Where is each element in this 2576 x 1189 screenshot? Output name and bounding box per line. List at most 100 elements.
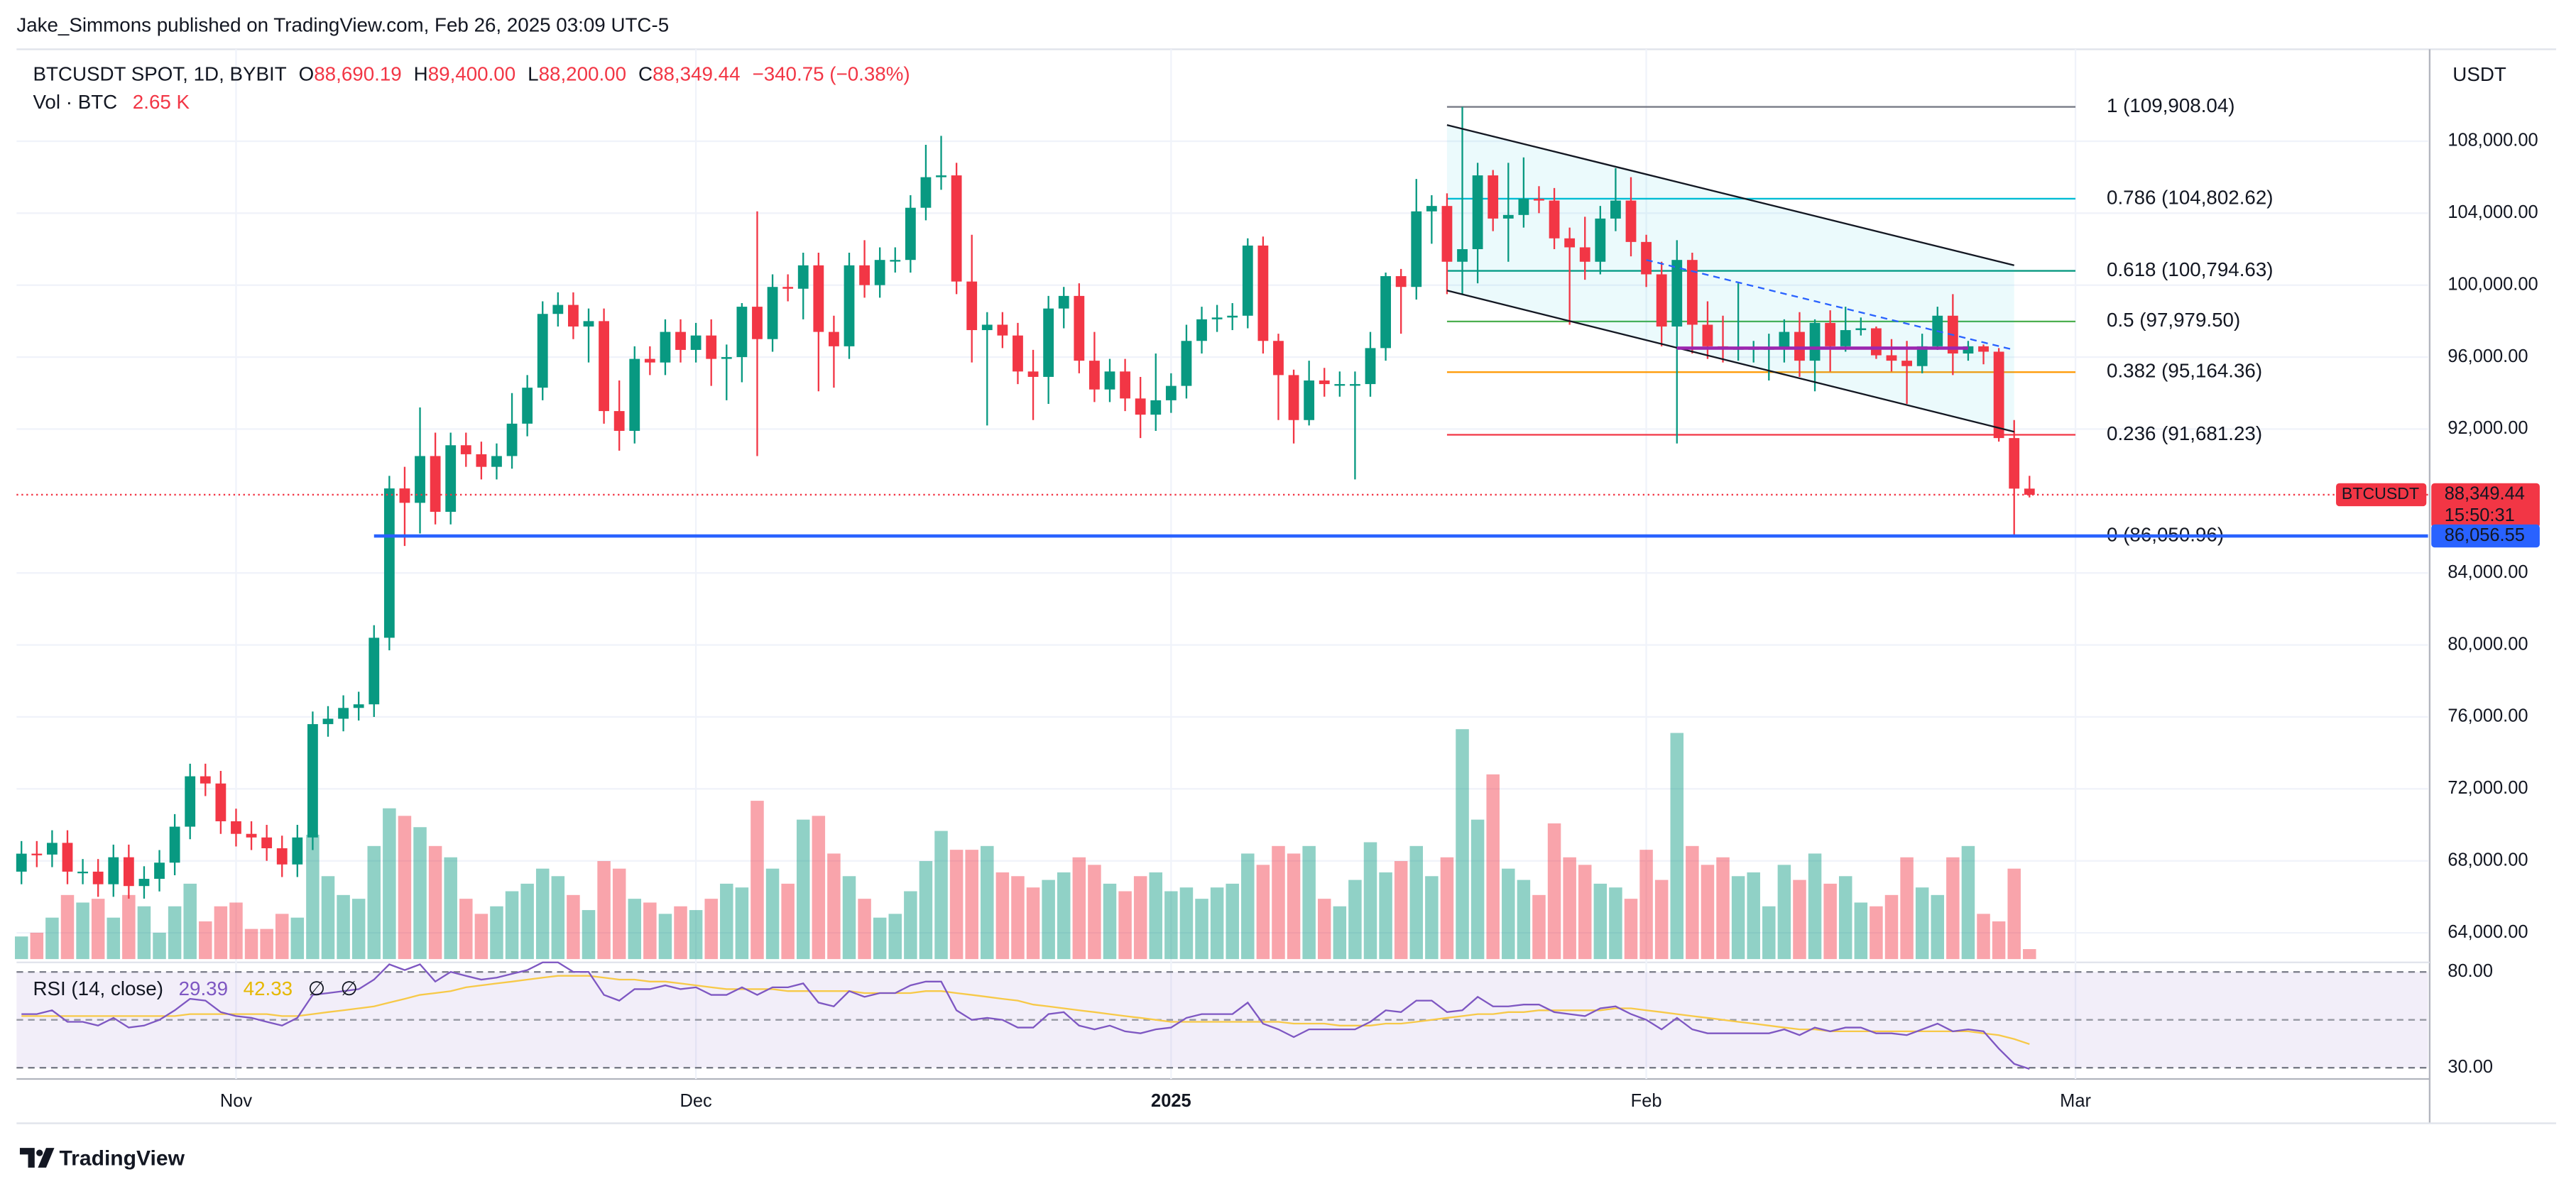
volume-bar — [91, 899, 105, 960]
volume-bar — [658, 914, 672, 960]
candle-body — [522, 388, 533, 424]
candle-body — [1901, 361, 1912, 366]
volume-bar — [321, 876, 335, 960]
y-tick-label: 100,000.00 — [2447, 274, 2538, 294]
volume-bar — [965, 850, 978, 960]
candle-body — [445, 445, 457, 513]
candle-body — [629, 358, 640, 431]
volume-bar — [1409, 845, 1424, 960]
volume-bar — [1363, 842, 1377, 960]
volume-bar — [1977, 914, 1990, 960]
candle-body — [859, 265, 870, 285]
volume-bar — [1179, 887, 1194, 960]
rsi-na: ∅ — [340, 977, 357, 999]
volume-bar — [1854, 902, 1868, 960]
volume-bar — [567, 894, 580, 960]
candle-body — [231, 821, 241, 834]
volume-bar — [1762, 906, 1776, 960]
volume-bar — [153, 932, 166, 960]
logo-mark — [19, 1148, 55, 1168]
candle-body — [1058, 295, 1069, 309]
x-tick-label: 2025 — [1151, 1091, 1191, 1111]
candle-body — [966, 281, 978, 331]
candle-body — [1656, 274, 1667, 327]
candle-body — [399, 488, 410, 503]
volume-bar — [76, 902, 89, 960]
candle-body — [1242, 245, 1253, 316]
volume-bar — [1517, 880, 1531, 960]
candle-body — [583, 321, 594, 327]
rsi-value: 29.39 — [179, 977, 228, 999]
volume-bar — [674, 906, 687, 960]
volume-bar — [1808, 853, 1822, 960]
volume-bar — [1470, 819, 1485, 960]
candle-body — [936, 175, 946, 177]
volume-bar — [275, 914, 289, 960]
candle-body — [47, 843, 58, 855]
candle-body — [537, 314, 548, 388]
candle-body — [1993, 351, 2004, 439]
volume-legend: Vol · BTC 2.65 K — [33, 91, 190, 113]
frame — [16, 48, 2557, 1124]
candle-body — [675, 332, 686, 350]
volume-bar — [1502, 868, 1515, 960]
rsi-pane — [16, 961, 2428, 1070]
y-tick-label: 108,000.00 — [2447, 131, 2538, 150]
volume-bar — [1440, 857, 1454, 960]
volume-bar — [1272, 845, 1285, 960]
candle-body — [890, 260, 901, 262]
candle-body — [123, 857, 134, 887]
trend-line — [1646, 259, 2014, 351]
candle-body — [200, 776, 211, 784]
candle-body — [169, 826, 180, 863]
candle-body — [736, 307, 748, 358]
candle-body — [690, 335, 702, 350]
candle-body — [1074, 295, 1085, 361]
y-tick-label: 84,000.00 — [2447, 562, 2528, 582]
fib-label: 0.5 (97,979.50) — [2107, 309, 2240, 331]
candle-body — [613, 411, 625, 431]
volume-bar — [459, 899, 473, 960]
candle-body — [1089, 361, 1100, 390]
volume-bar — [981, 845, 994, 960]
candle-body — [353, 704, 364, 708]
rsi-tick-label: 30.00 — [2447, 1057, 2493, 1077]
volume-bar — [505, 891, 519, 960]
candle-body — [951, 175, 962, 282]
candle-body — [369, 637, 380, 705]
y-tick-label: 72,000.00 — [2447, 778, 2528, 798]
publisher: Jake_Simmons published on TradingView.co… — [16, 13, 669, 35]
volume-bar — [1639, 850, 1653, 960]
y-tick-label: 80,000.00 — [2447, 634, 2528, 654]
volume-bar — [1701, 865, 1715, 960]
candle-body — [1886, 355, 1897, 361]
legend-key: C — [638, 63, 653, 85]
x-tick-label: Dec — [680, 1091, 712, 1111]
candle-body — [215, 783, 227, 821]
rsi-ma-value: 42.33 — [244, 977, 293, 999]
candle-body — [1013, 335, 1023, 372]
candle-body — [1686, 260, 1698, 325]
y-tick-label: 76,000.00 — [2447, 706, 2528, 726]
volume-bar — [1317, 899, 1331, 960]
volume-bar — [1654, 880, 1669, 960]
countdown: 15:50:31 — [2445, 505, 2515, 525]
volume-bar — [168, 906, 182, 960]
channel-line — [1446, 124, 2014, 266]
candle-body — [1840, 330, 1851, 346]
candle-body — [767, 287, 778, 339]
symbol: BTCUSDT SPOT, 1D, BYBIT — [33, 63, 286, 85]
volume-bar — [704, 899, 718, 960]
y-tick-label: 64,000.00 — [2447, 922, 2528, 942]
volume-bar — [720, 883, 733, 960]
volume-bar — [1302, 845, 1316, 960]
legend-key: L — [528, 63, 538, 85]
volume-bar — [1149, 872, 1163, 960]
volume-bar — [934, 831, 948, 960]
candle-body — [981, 324, 993, 331]
volume-bar — [535, 868, 550, 960]
candle-body — [1871, 328, 1882, 356]
volume-bar — [1946, 857, 1960, 960]
candle-body — [1518, 199, 1529, 215]
